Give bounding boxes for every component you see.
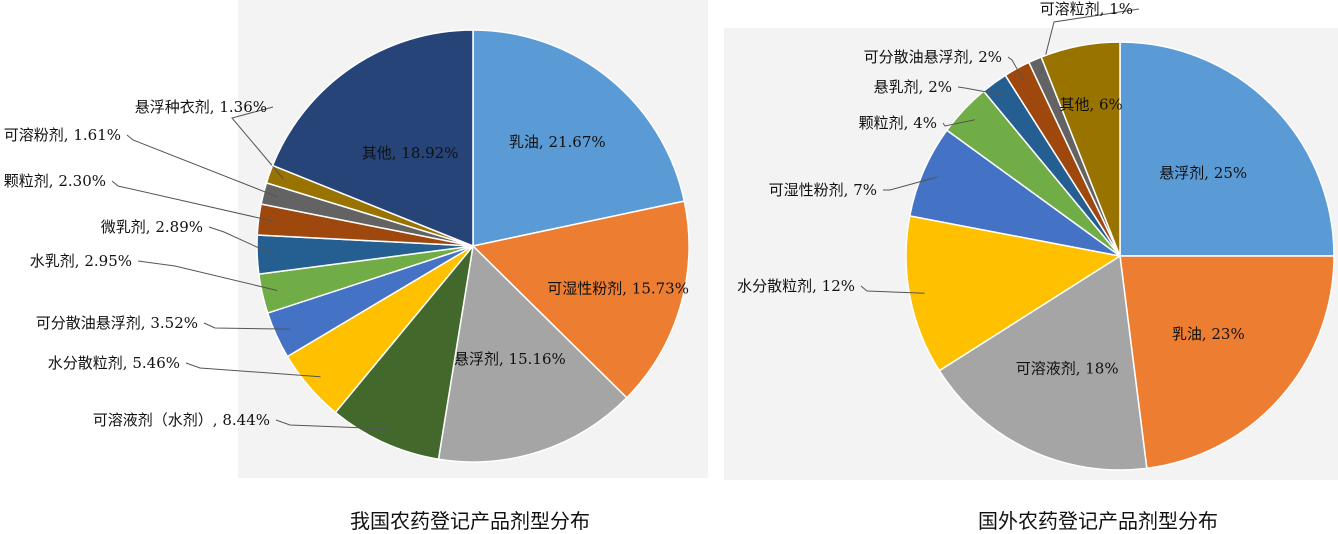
domestic-slice-10-label: 悬浮种衣剂, 1.36% bbox=[135, 98, 267, 116]
domestic-slice-9-label: 可溶粉剂, 1.61% bbox=[4, 126, 121, 144]
foreign-slice-9 bbox=[1040, 41, 1121, 257]
domestic-slice-6-leader-line bbox=[137, 260, 278, 291]
domestic-slice-11 bbox=[271, 29, 474, 248]
foreign-slice-0 bbox=[1119, 41, 1335, 257]
domestic-slice-11-label: 其他, 18.92% bbox=[362, 144, 459, 162]
domestic-slice-3-leader-line bbox=[275, 419, 391, 430]
foreign-slice-5-label: 颗粒剂, 4% bbox=[859, 114, 937, 132]
domestic-chart-caption: 我国农药登记产品剂型分布 bbox=[350, 509, 590, 533]
domestic-slice-5-label: 可分散油悬浮剂, 3.52% bbox=[36, 314, 198, 332]
domestic-slice-6-label: 水乳剂, 2.95% bbox=[30, 252, 132, 270]
foreign-slice-8-label: 可溶粒剂, 1% bbox=[1040, 0, 1133, 18]
domestic-slice-0-label: 乳油, 21.67% bbox=[509, 133, 606, 151]
domestic-slice-10-leader-line bbox=[231, 106, 284, 180]
foreign-slice-1-label: 乳油, 23% bbox=[1172, 325, 1245, 343]
foreign-slice-4-leader-line bbox=[883, 176, 938, 191]
foreign-slice-2 bbox=[938, 254, 1148, 471]
domestic-slice-4-leader-line bbox=[185, 362, 321, 378]
domestic-slice-2-label: 悬浮剂, 15.16% bbox=[454, 350, 566, 368]
foreign-slice-7-leader-line bbox=[1007, 56, 1025, 82]
domestic-slice-7-leader-line bbox=[208, 226, 273, 255]
domestic-slice-1 bbox=[471, 200, 690, 399]
foreign-slice-3-leader-line bbox=[860, 285, 925, 294]
domestic-slice-8-label: 颗粒剂, 2.30% bbox=[4, 172, 106, 190]
domestic-slice-1-label: 可湿性粉剂, 15.73% bbox=[547, 279, 689, 297]
foreign-slice-3-label: 水分散粒剂, 12% bbox=[737, 277, 855, 295]
foreign-slice-4-label: 可湿性粉剂, 7% bbox=[769, 181, 877, 199]
foreign-slice-9-label: 其他, 6% bbox=[1059, 96, 1122, 114]
foreign-slice-1 bbox=[1119, 255, 1335, 470]
foreign-slice-6-label: 悬乳剂, 2% bbox=[874, 78, 952, 96]
foreign-slice-5-leader-line bbox=[942, 119, 976, 127]
foreign-slice-2-label: 可溶液剂, 18% bbox=[1016, 359, 1119, 377]
domestic-slice-0 bbox=[472, 29, 686, 247]
domestic-slice-4-label: 水分散粒剂, 5.46% bbox=[48, 354, 180, 372]
domestic-slice-3 bbox=[334, 243, 475, 461]
foreign-slice-0-label: 悬浮剂, 25% bbox=[1159, 164, 1247, 182]
domestic-slice-3-label: 可溶液剂（水剂）, 8.44% bbox=[93, 411, 270, 429]
domestic-slice-9-leader-line bbox=[126, 134, 279, 198]
foreign-chart-caption: 国外农药登记产品剂型分布 bbox=[978, 509, 1218, 533]
foreign-slice-7-label: 可分散油悬浮剂, 2% bbox=[864, 48, 1002, 66]
domestic-slice-8-leader-line bbox=[111, 180, 274, 222]
domestic-slice-7-label: 微乳剂, 2.89% bbox=[101, 218, 203, 236]
domestic-slice-5-leader-line bbox=[203, 322, 291, 330]
domestic-slice-2 bbox=[437, 244, 628, 463]
foreign-slice-3 bbox=[905, 215, 1123, 372]
foreign-slice-6-leader-line bbox=[957, 86, 1004, 96]
